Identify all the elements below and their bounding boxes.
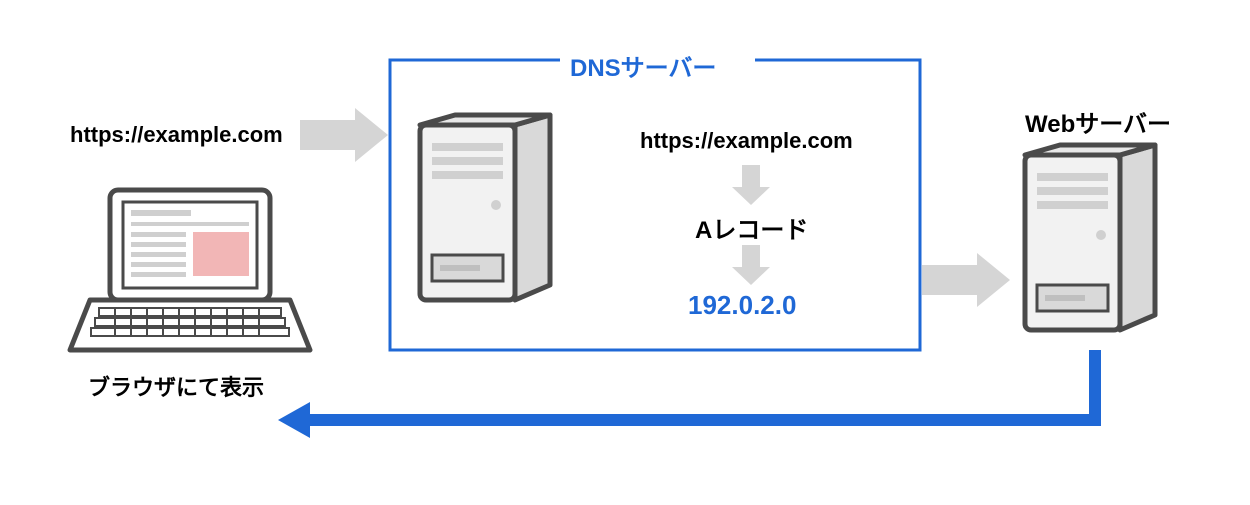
arrow-web-to-browser <box>310 350 1095 420</box>
label-url-left: https://example.com <box>70 122 283 148</box>
label-web-server: Webサーバー <box>1025 104 1171 139</box>
web-server-icon <box>1025 145 1155 330</box>
label-ip: 192.0.2.0 <box>688 290 796 321</box>
laptop-icon <box>70 190 310 350</box>
label-url-inside: https://example.com <box>640 128 853 154</box>
arrow-url-to-record <box>732 165 770 205</box>
label-a-record: Aレコード <box>695 210 808 245</box>
arrow-record-to-ip <box>732 245 770 285</box>
arrow-dns-to-web <box>922 253 1010 307</box>
arrow-browser-to-dns <box>300 108 388 162</box>
dns-server-icon <box>420 115 550 300</box>
label-dns-title: DNSサーバー <box>570 48 716 83</box>
label-browser-display: ブラウザにて表示 <box>88 370 264 402</box>
arrow-web-to-browser-head <box>278 402 310 438</box>
